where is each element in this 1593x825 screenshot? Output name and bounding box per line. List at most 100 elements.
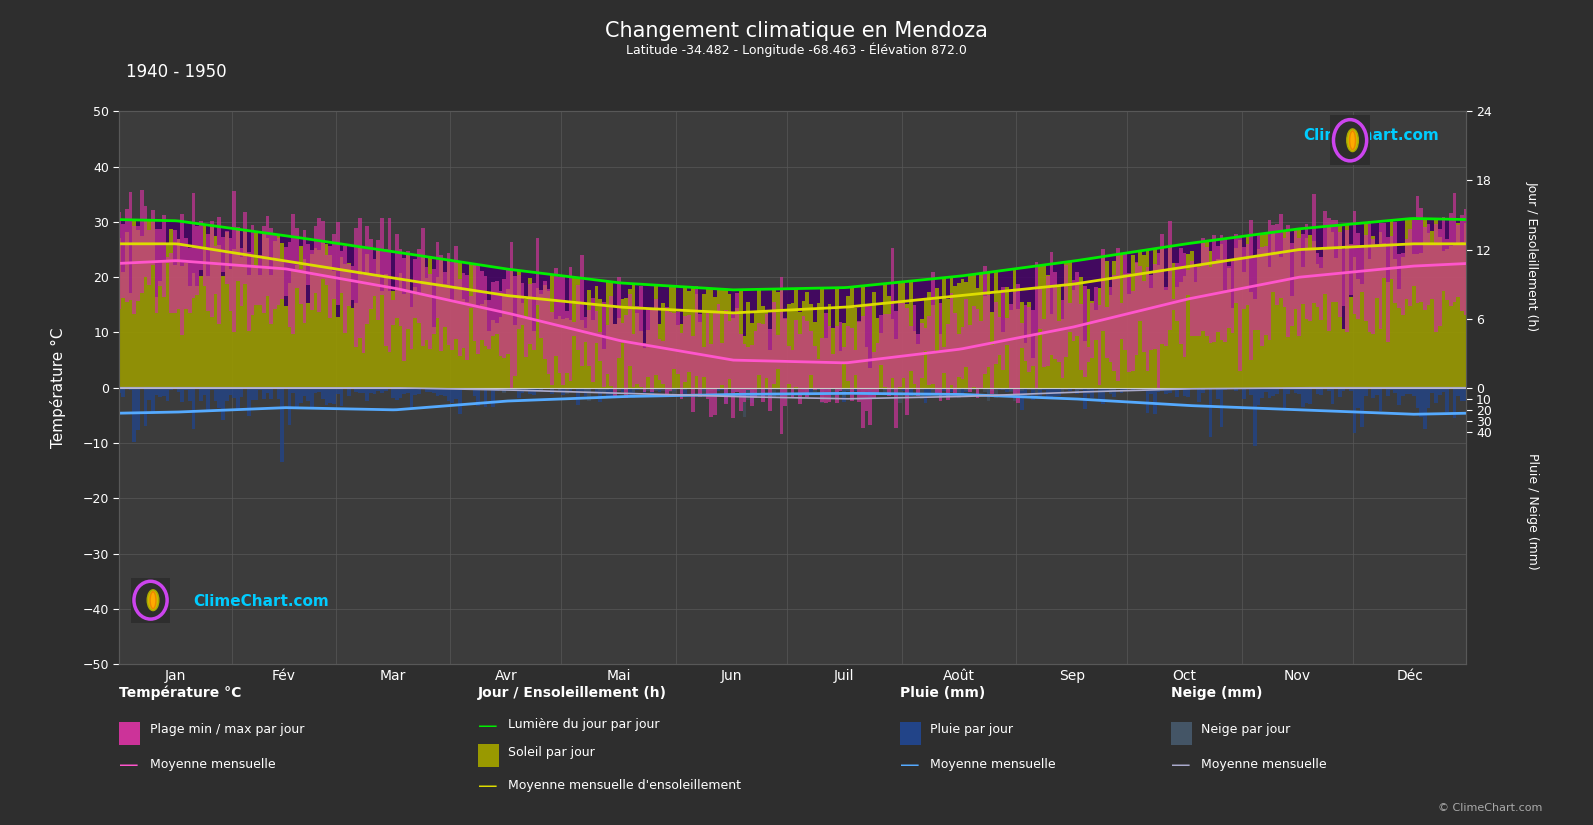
Bar: [250, 231, 255, 257]
Bar: [365, 388, 370, 401]
Bar: [1263, 233, 1268, 388]
Bar: [429, 274, 432, 350]
Bar: [871, 292, 876, 388]
Bar: [854, 351, 857, 375]
Bar: [610, 282, 613, 388]
Bar: [1098, 305, 1101, 385]
Bar: [698, 322, 703, 388]
Bar: [258, 275, 261, 388]
Bar: [698, 314, 703, 397]
Bar: [538, 388, 543, 391]
Bar: [843, 288, 846, 323]
Bar: [213, 226, 218, 236]
Bar: [409, 307, 414, 388]
Bar: [1231, 260, 1235, 333]
Bar: [398, 273, 403, 388]
Bar: [588, 310, 591, 365]
Bar: [695, 295, 698, 388]
Bar: [162, 220, 166, 262]
Bar: [820, 388, 824, 403]
Bar: [1461, 219, 1464, 243]
Bar: [857, 322, 860, 388]
Bar: [687, 388, 691, 389]
Bar: [865, 346, 868, 388]
Bar: [484, 388, 487, 408]
Bar: [1238, 240, 1243, 388]
Bar: [824, 288, 828, 337]
Bar: [476, 265, 479, 354]
Bar: [616, 283, 621, 318]
Bar: [1227, 388, 1231, 389]
Bar: [429, 388, 432, 393]
Bar: [473, 388, 476, 396]
Bar: [1254, 256, 1257, 330]
Bar: [1427, 233, 1431, 388]
Bar: [1078, 277, 1083, 388]
Bar: [1031, 388, 1035, 389]
Bar: [188, 223, 191, 286]
Bar: [1450, 246, 1453, 388]
Bar: [440, 259, 443, 260]
Bar: [824, 314, 828, 403]
Bar: [495, 267, 499, 323]
Bar: [535, 273, 538, 288]
Bar: [916, 334, 921, 396]
Bar: [653, 388, 658, 390]
Bar: [135, 220, 140, 230]
Bar: [1294, 230, 1297, 309]
Bar: [1150, 288, 1153, 388]
Bar: [417, 256, 421, 295]
Bar: [709, 344, 714, 417]
Bar: [669, 388, 672, 392]
Bar: [155, 220, 158, 297]
Bar: [1330, 220, 1335, 303]
Bar: [1053, 263, 1056, 287]
Ellipse shape: [147, 590, 159, 610]
Bar: [588, 290, 591, 388]
Bar: [247, 252, 250, 331]
Bar: [953, 313, 957, 394]
Bar: [188, 286, 191, 388]
Bar: [255, 232, 258, 388]
Bar: [664, 307, 669, 396]
Bar: [1243, 388, 1246, 399]
Bar: [675, 388, 680, 389]
Bar: [1279, 214, 1282, 299]
Bar: [1324, 226, 1327, 249]
Bar: [1072, 290, 1075, 388]
Bar: [317, 218, 322, 312]
Bar: [370, 248, 373, 274]
Bar: [1260, 247, 1263, 346]
Bar: [650, 285, 653, 309]
Bar: [384, 251, 387, 274]
Bar: [935, 388, 938, 390]
Bar: [865, 306, 868, 411]
Bar: [1171, 299, 1176, 310]
Bar: [746, 290, 750, 301]
Bar: [736, 388, 739, 392]
Bar: [1083, 388, 1086, 409]
Bar: [669, 388, 672, 390]
Bar: [1279, 388, 1282, 389]
Bar: [616, 318, 621, 388]
Bar: [381, 218, 384, 295]
Bar: [569, 320, 572, 388]
Bar: [787, 346, 790, 384]
Bar: [650, 388, 653, 395]
Bar: [1056, 263, 1061, 285]
Bar: [414, 259, 417, 318]
Bar: [894, 282, 898, 339]
Bar: [1139, 388, 1142, 389]
Bar: [236, 229, 239, 388]
Bar: [336, 388, 339, 394]
Bar: [339, 388, 342, 406]
Bar: [1257, 234, 1260, 249]
Bar: [299, 246, 303, 388]
Bar: [714, 311, 717, 415]
Bar: [558, 276, 561, 316]
Bar: [761, 306, 765, 388]
Bar: [314, 388, 317, 393]
Bar: [1198, 266, 1201, 336]
Bar: [524, 319, 529, 357]
Bar: [381, 291, 384, 388]
